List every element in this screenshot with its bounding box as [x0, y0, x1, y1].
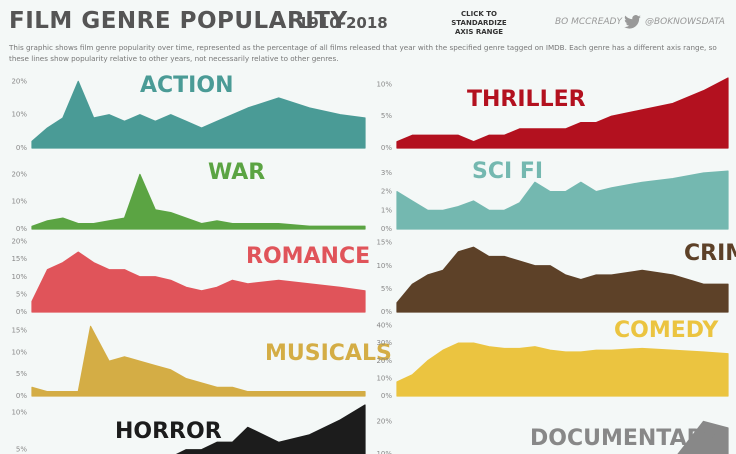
twitter-icon[interactable] — [624, 15, 641, 29]
area — [31, 251, 366, 313]
y-tick-label: 3% — [381, 169, 392, 177]
y-tick-label: 20% — [11, 170, 27, 178]
area — [175, 404, 366, 454]
description: This graphic shows film genre popularity… — [9, 43, 717, 63]
genre-label: THRILLER — [467, 87, 586, 112]
genre-label: ACTION — [140, 73, 233, 98]
area — [31, 325, 366, 397]
genre-label: ROMANCE — [246, 244, 370, 269]
area — [31, 173, 366, 230]
area — [396, 170, 729, 230]
handle[interactable]: @BOKNOWSDATA — [645, 17, 725, 27]
genre-label: WAR — [208, 160, 265, 185]
area — [677, 420, 729, 454]
author: BO MCCREADY — [555, 17, 622, 27]
genre-label: COMEDY — [614, 318, 719, 343]
y-tick-label: 30% — [376, 339, 392, 347]
y-tick-label: 0% — [16, 225, 27, 233]
button-line[interactable]: STANDARDIZE — [451, 19, 507, 27]
genre-label: CRIME — [684, 241, 736, 266]
subtitle: 1910-2018 — [298, 14, 388, 32]
genre-label: SCI FI — [472, 159, 543, 184]
y-tick-label: 0% — [16, 144, 27, 152]
y-tick-label: 20% — [376, 357, 392, 365]
y-tick-label: 5% — [381, 285, 392, 293]
y-tick-label: 10% — [376, 80, 392, 88]
y-tick-label: 10% — [11, 408, 27, 416]
y-tick-label: 10% — [11, 111, 27, 119]
title: FILM GENRE POPULARITY — [9, 8, 348, 34]
button-line[interactable]: CLICK TO — [461, 10, 497, 18]
y-tick-label: 15% — [11, 255, 27, 263]
y-tick-label: 5% — [381, 112, 392, 120]
y-tick-label: 0% — [16, 308, 27, 316]
y-tick-label: 20% — [11, 238, 27, 246]
y-tick-label: 20% — [376, 417, 392, 425]
y-tick-label: 0% — [381, 225, 392, 233]
y-tick-label: 10% — [11, 273, 27, 281]
y-tick-label: 20% — [11, 77, 27, 85]
genre-label: MUSICALS — [265, 341, 392, 366]
y-tick-label: 1% — [381, 206, 392, 214]
y-tick-label: 5% — [16, 446, 27, 454]
y-tick-label: 15% — [11, 327, 27, 335]
y-tick-label: 5% — [16, 370, 27, 378]
y-tick-label: 0% — [381, 144, 392, 152]
area — [396, 77, 729, 149]
y-tick-label: 0% — [381, 308, 392, 316]
y-tick-label: 10% — [11, 198, 27, 206]
button-line[interactable]: AXIS RANGE — [454, 28, 504, 36]
y-tick-label: 10% — [376, 262, 392, 270]
standardize-button[interactable]: CLICK TO STANDARDIZE AXIS RANGE — [440, 10, 518, 37]
y-tick-label: 2% — [381, 188, 392, 196]
y-tick-label: 10% — [376, 450, 392, 454]
y-tick-label: 40% — [376, 322, 392, 330]
header: FILM GENRE POPULARITY 1910-2018 CLICK TO… — [0, 0, 736, 70]
area — [396, 246, 729, 313]
y-tick-label: 15% — [376, 239, 392, 247]
y-tick-label: 10% — [376, 374, 392, 382]
y-tick-label: 10% — [11, 348, 27, 356]
area — [396, 342, 729, 397]
y-tick-label: 0% — [16, 392, 27, 400]
genre-label: HORROR — [115, 419, 222, 444]
y-tick-label: 0% — [381, 392, 392, 400]
genre-label: DOCUMENTARY — [530, 426, 719, 451]
y-tick-label: 5% — [16, 290, 27, 298]
area — [31, 80, 366, 149]
